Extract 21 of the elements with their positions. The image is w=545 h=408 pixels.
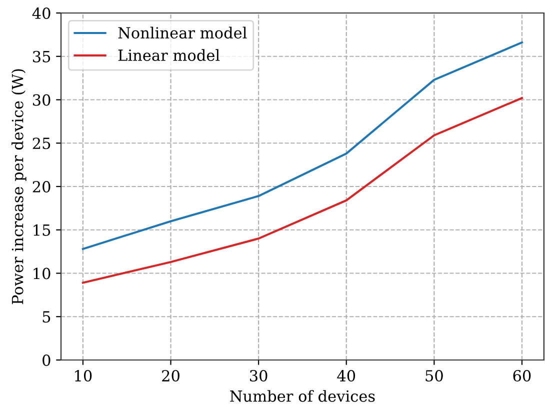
y-tick-label: 15 [34, 224, 50, 236]
y-tick-label: 35 [33, 50, 50, 62]
x-axis-title: Number of devices [230, 390, 375, 402]
line-series [82, 41, 524, 250]
legend-label: Linear model [118, 49, 220, 61]
x-tick-label: 40 [337, 370, 356, 382]
line-series [82, 96, 524, 284]
legend-label: Nonlinear model [118, 26, 247, 39]
x-tick-label: 20 [162, 370, 180, 382]
x-tick-label: 30 [250, 370, 268, 382]
y-tick-label: 30 [33, 94, 50, 106]
y-tick-label: 5 [42, 311, 50, 323]
y-tick-label: 20 [32, 180, 50, 193]
y-tick-label: 0 [42, 354, 50, 366]
x-tick-label: 50 [426, 370, 443, 382]
x-tick-label: 60 [513, 370, 531, 382]
y-tick-label: 25 [32, 138, 50, 150]
y-tick-label: 10 [34, 268, 50, 280]
x-tick-label: 10 [75, 370, 92, 382]
y-tick-label: 40 [32, 7, 50, 20]
y-axis-title: Power increase per device (W) [11, 69, 26, 304]
